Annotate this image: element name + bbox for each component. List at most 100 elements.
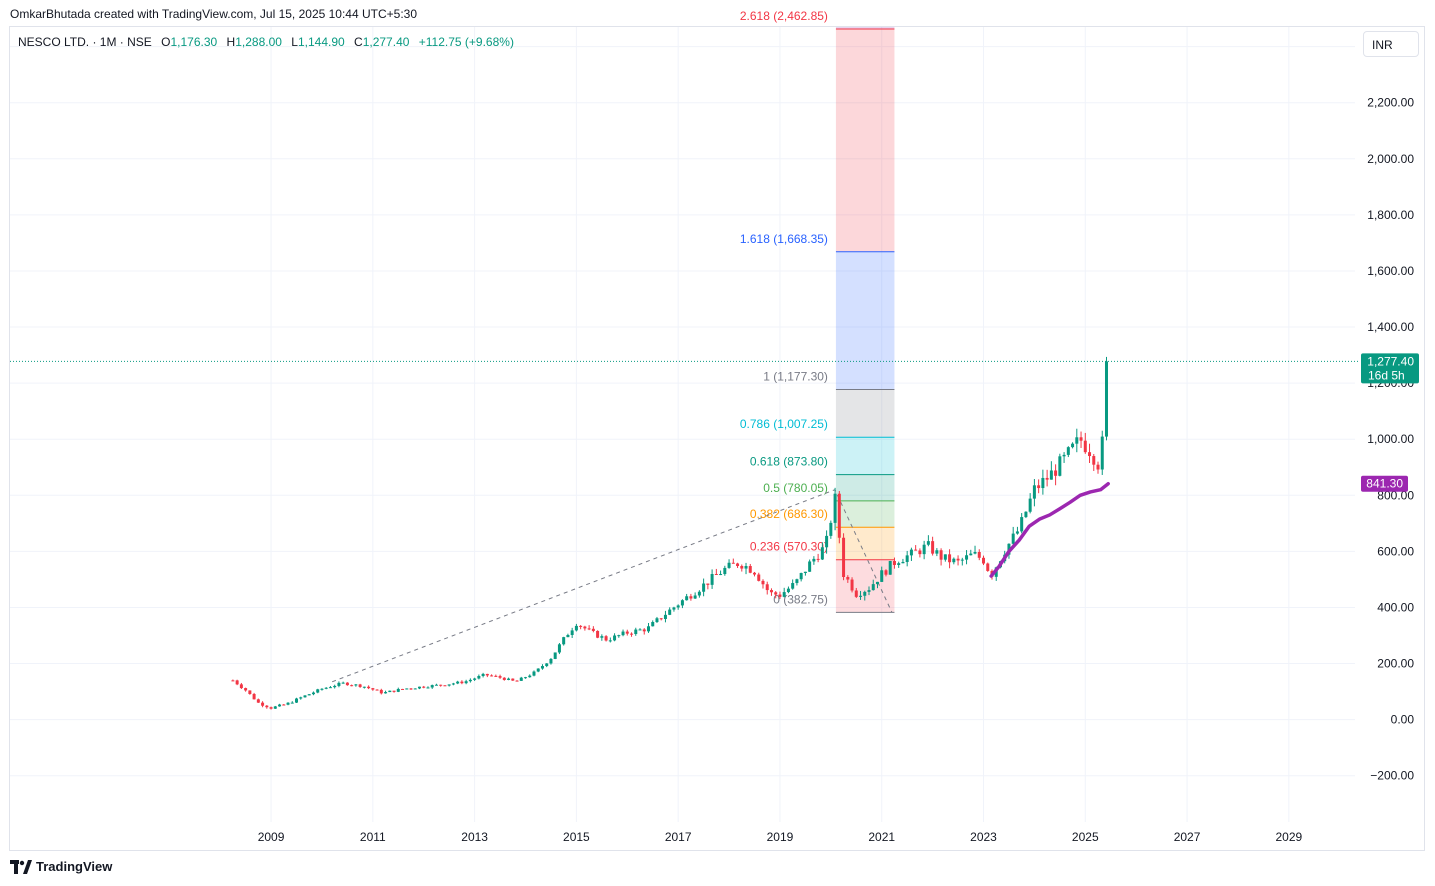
candle-body <box>409 688 413 690</box>
candle-body <box>638 629 642 631</box>
candle-body <box>905 555 909 562</box>
y-tick-label: 0.00 <box>1391 713 1415 727</box>
x-tick-label: 2019 <box>767 830 794 844</box>
candle-body <box>613 635 617 641</box>
candle-body <box>731 562 735 564</box>
candle-body <box>235 680 239 685</box>
candle-body <box>417 686 421 689</box>
fib-level-label: 0 (382.75) <box>773 592 828 606</box>
candle-body <box>1011 533 1015 544</box>
candle-body <box>443 685 447 687</box>
high-value: 1,288.00 <box>235 35 282 49</box>
close-label: C <box>354 35 363 49</box>
fib-zone <box>835 474 895 501</box>
candle-body <box>901 561 905 564</box>
y-tick-label: 600.00 <box>1377 544 1414 558</box>
candle-body <box>286 702 290 705</box>
fib-zone <box>835 29 895 252</box>
candle-body <box>630 633 634 635</box>
candle-body <box>791 583 795 589</box>
fib-level-label: 0.236 (570.30) <box>750 540 828 554</box>
candle-body <box>1083 440 1087 453</box>
ma-value-tag <box>1361 475 1408 492</box>
candle-body <box>1045 477 1049 480</box>
candle-body <box>714 574 718 576</box>
candle-body <box>354 684 358 686</box>
candle-body <box>956 558 960 561</box>
candle-body <box>485 673 489 676</box>
candle-body <box>231 680 235 682</box>
candle-body <box>697 591 701 596</box>
candle-body <box>926 541 930 545</box>
candle-body <box>829 522 833 536</box>
candle-body <box>273 706 277 709</box>
candle-body <box>986 563 990 571</box>
candle-body <box>333 685 337 688</box>
candle-body <box>502 677 506 680</box>
fib-zone <box>835 500 895 528</box>
candle-body <box>413 688 417 690</box>
candle-body <box>863 591 867 596</box>
candle-body <box>358 684 362 687</box>
candle-body <box>803 571 807 574</box>
candle-body <box>727 562 731 568</box>
x-tick-label: 2025 <box>1072 830 1099 844</box>
candle-body <box>909 549 913 556</box>
candle-body <box>757 574 761 581</box>
open-value: 1,176.30 <box>170 35 218 49</box>
candle-body <box>871 584 875 591</box>
candle-body <box>311 692 315 695</box>
candle-body <box>562 637 566 645</box>
candle-body <box>248 690 252 694</box>
candle-body <box>680 600 684 606</box>
fib-level-label: 2.618 (2,462.85) <box>740 9 828 23</box>
candle-body <box>702 583 706 592</box>
candle-body <box>748 566 752 573</box>
candle-body <box>939 550 943 560</box>
candle-body <box>384 692 388 694</box>
y-tick-label: 200.00 <box>1377 657 1414 671</box>
y-tick-label: 400.00 <box>1377 600 1414 614</box>
candle-body <box>846 577 850 580</box>
close-value: 1,277.40 <box>362 35 410 49</box>
candle-body <box>587 628 591 630</box>
candle-body <box>540 666 544 669</box>
candle-body <box>782 592 786 597</box>
candle-body <box>965 555 969 560</box>
candle-body <box>265 705 269 708</box>
candle-body <box>290 702 294 704</box>
fib-zone <box>835 437 895 475</box>
currency-selector[interactable]: INR <box>1363 31 1419 57</box>
high-label: H <box>226 35 236 49</box>
candle-body <box>422 686 426 688</box>
candle-body <box>596 630 600 638</box>
candle-body <box>736 563 740 567</box>
candle-body <box>473 678 477 680</box>
candle-body <box>447 684 451 686</box>
candle-body <box>528 675 532 678</box>
candle-body <box>579 625 583 627</box>
candle-body <box>812 558 816 562</box>
candle-body <box>837 493 841 538</box>
fib-level-label: 1.618 (1,668.35) <box>740 232 828 246</box>
candles <box>231 356 1108 710</box>
tradingview-logo: TradingView <box>10 859 112 874</box>
fib-level-label: 1 (1,177.30) <box>763 370 828 384</box>
candle-body <box>778 594 782 597</box>
candle-body <box>918 550 922 555</box>
candle-body <box>795 579 799 584</box>
chart-credit: OmkarBhutada created with TradingView.co… <box>10 7 418 21</box>
candle-body <box>765 584 769 591</box>
candle-body <box>1032 485 1036 499</box>
low-label: L <box>291 35 298 49</box>
moving-average <box>989 481 1110 578</box>
candle-body <box>982 557 986 564</box>
fib-level-label: 0.382 (686.30) <box>750 507 828 521</box>
candle-body <box>388 690 392 693</box>
low-value: 1,144.90 <box>297 35 345 49</box>
x-tick-label: 2013 <box>461 830 488 844</box>
candle-body <box>511 678 515 681</box>
candle-body <box>1104 361 1108 437</box>
candle-body <box>583 626 587 629</box>
